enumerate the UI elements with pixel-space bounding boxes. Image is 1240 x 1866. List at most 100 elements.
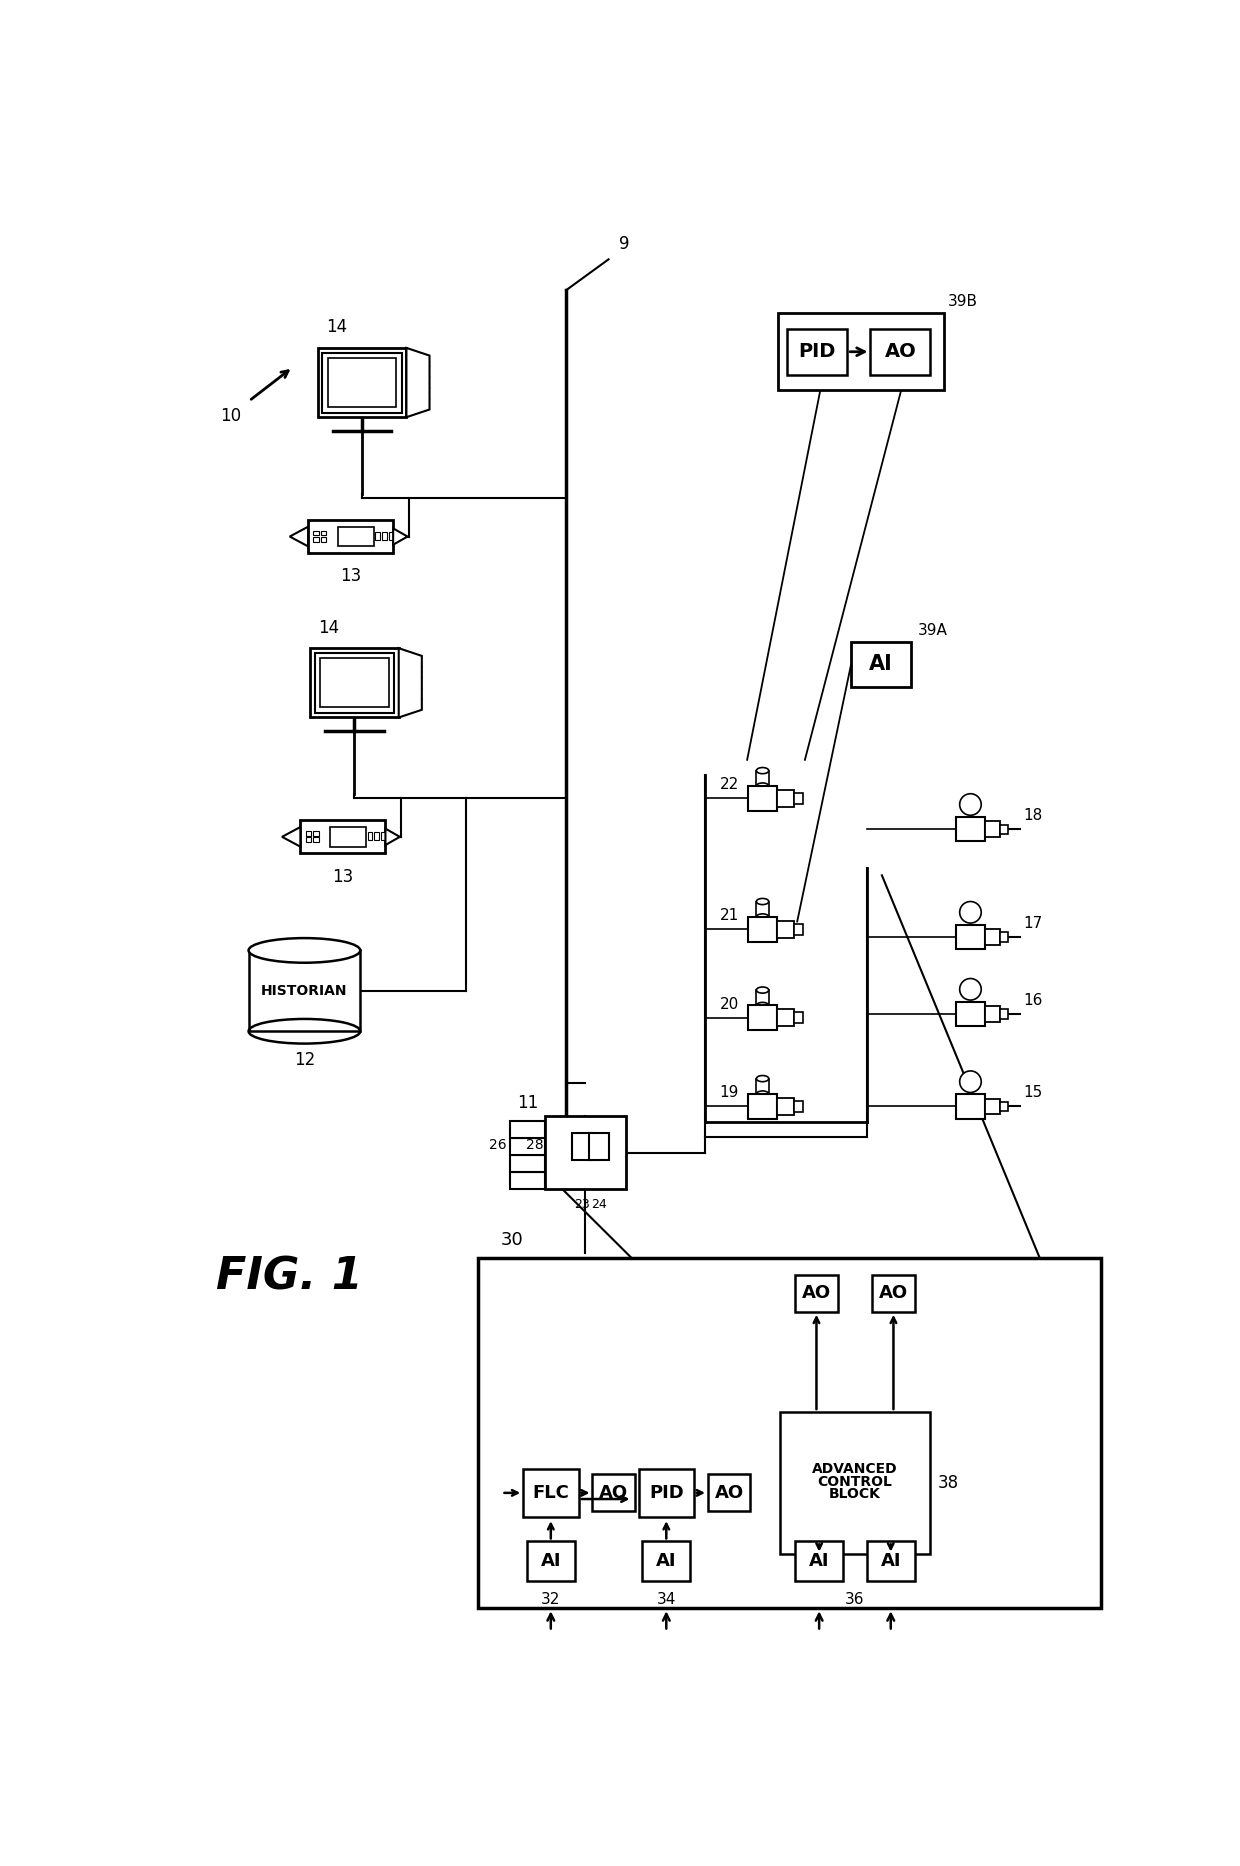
Bar bbox=[511, 1121, 546, 1138]
Bar bbox=[777, 313, 944, 390]
Bar bbox=[527, 1541, 574, 1581]
Circle shape bbox=[960, 978, 981, 1000]
Bar bbox=[985, 1099, 1001, 1114]
Bar bbox=[748, 1093, 777, 1118]
Text: 19: 19 bbox=[719, 1086, 739, 1101]
Text: 38: 38 bbox=[937, 1474, 959, 1493]
Bar bbox=[314, 838, 319, 842]
Bar bbox=[511, 1155, 546, 1172]
Text: PID: PID bbox=[799, 341, 836, 362]
Text: ADVANCED: ADVANCED bbox=[812, 1463, 898, 1476]
Bar bbox=[546, 1116, 626, 1189]
Ellipse shape bbox=[756, 1075, 769, 1082]
Bar bbox=[794, 1013, 804, 1023]
Bar bbox=[314, 530, 319, 536]
Bar bbox=[794, 1101, 804, 1112]
Bar bbox=[748, 786, 777, 810]
Text: AI: AI bbox=[880, 1553, 901, 1571]
Text: 39A: 39A bbox=[918, 623, 947, 638]
Text: 34: 34 bbox=[657, 1592, 676, 1607]
Bar bbox=[1001, 1101, 1008, 1110]
Bar bbox=[756, 991, 769, 1006]
Circle shape bbox=[960, 901, 981, 924]
Bar bbox=[1001, 1010, 1008, 1019]
Bar bbox=[748, 916, 777, 942]
Ellipse shape bbox=[756, 767, 769, 774]
Text: 10: 10 bbox=[221, 407, 242, 425]
Text: FLC: FLC bbox=[532, 1483, 569, 1502]
Text: AO: AO bbox=[884, 341, 916, 362]
Bar bbox=[639, 1469, 694, 1517]
Polygon shape bbox=[281, 827, 300, 847]
Bar bbox=[314, 537, 319, 541]
Text: AI: AI bbox=[656, 1553, 677, 1571]
Text: 20: 20 bbox=[719, 996, 739, 1011]
Text: 30: 30 bbox=[501, 1232, 523, 1248]
Text: 28: 28 bbox=[526, 1138, 543, 1151]
Text: CONTROL: CONTROL bbox=[817, 1474, 893, 1489]
Circle shape bbox=[960, 793, 981, 815]
Bar bbox=[777, 920, 794, 939]
Bar bbox=[756, 901, 769, 916]
Text: 13: 13 bbox=[332, 868, 353, 886]
Text: 24: 24 bbox=[591, 1198, 608, 1211]
Bar bbox=[305, 838, 311, 842]
Text: AO: AO bbox=[714, 1483, 744, 1502]
Bar bbox=[572, 1133, 591, 1161]
Bar bbox=[308, 521, 393, 552]
Text: 14: 14 bbox=[317, 620, 339, 636]
Bar bbox=[315, 653, 394, 713]
Text: 36: 36 bbox=[846, 1592, 864, 1607]
Text: 9: 9 bbox=[619, 235, 629, 254]
Ellipse shape bbox=[756, 987, 769, 993]
Bar bbox=[780, 1413, 930, 1554]
Text: 17: 17 bbox=[1023, 916, 1043, 931]
Bar bbox=[327, 358, 397, 407]
Text: AI: AI bbox=[869, 655, 893, 674]
Text: 16: 16 bbox=[1023, 993, 1043, 1008]
Text: 23: 23 bbox=[574, 1198, 589, 1211]
Bar bbox=[794, 924, 804, 935]
Text: AO: AO bbox=[599, 1483, 629, 1502]
Bar bbox=[867, 1541, 915, 1581]
Polygon shape bbox=[407, 347, 429, 418]
Bar bbox=[511, 1138, 546, 1155]
Bar bbox=[851, 642, 911, 687]
Bar bbox=[985, 1006, 1001, 1023]
Text: AI: AI bbox=[808, 1553, 830, 1571]
Text: 21: 21 bbox=[719, 909, 739, 924]
Bar bbox=[337, 526, 373, 547]
Bar bbox=[376, 532, 379, 539]
Bar bbox=[387, 832, 392, 840]
Text: AO: AO bbox=[879, 1284, 908, 1302]
Bar bbox=[381, 832, 386, 840]
Bar bbox=[985, 929, 1001, 944]
Bar bbox=[956, 926, 985, 950]
Bar bbox=[388, 532, 393, 539]
Polygon shape bbox=[386, 829, 399, 845]
Bar bbox=[321, 530, 326, 536]
Ellipse shape bbox=[756, 898, 769, 905]
Bar bbox=[795, 1274, 838, 1312]
Bar bbox=[317, 347, 407, 418]
Polygon shape bbox=[399, 648, 422, 718]
Bar bbox=[794, 793, 804, 804]
Text: AI: AI bbox=[541, 1553, 560, 1571]
Bar bbox=[787, 328, 847, 375]
Bar bbox=[511, 1172, 546, 1189]
Text: HISTORIAN: HISTORIAN bbox=[262, 983, 347, 998]
Bar bbox=[523, 1469, 579, 1517]
Bar bbox=[642, 1541, 691, 1581]
Bar bbox=[305, 830, 311, 836]
Text: 32: 32 bbox=[541, 1592, 560, 1607]
Bar bbox=[321, 537, 326, 541]
Bar bbox=[374, 832, 379, 840]
Bar bbox=[310, 648, 399, 718]
Bar bbox=[870, 328, 930, 375]
Bar bbox=[248, 950, 361, 1032]
Text: 14: 14 bbox=[326, 319, 347, 336]
Bar bbox=[477, 1258, 1101, 1608]
Bar bbox=[589, 1133, 609, 1161]
Bar bbox=[368, 832, 372, 840]
Text: 18: 18 bbox=[1023, 808, 1043, 823]
